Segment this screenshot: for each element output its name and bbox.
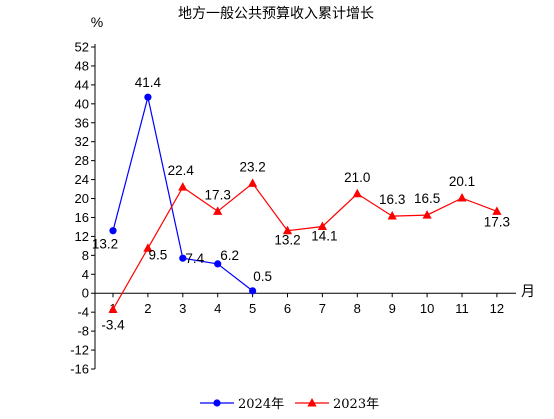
series-2024 [109,93,257,295]
x-axis-unit: 月 [521,283,535,299]
data-point-triangle [492,206,502,215]
data-label: -3.4 [101,317,125,332]
data-label: 22.4 [168,163,195,178]
data-point-circle [179,254,187,262]
y-tick-label: 0 [82,286,89,301]
legend-marker-triangle [307,398,317,407]
y-tick-label: 12 [75,229,89,244]
data-label: 41.4 [135,75,162,90]
legend: 2024年 2023年 [200,397,379,412]
axes: 5248444036322824201612840-4-8-12-1612345… [70,40,516,377]
x-tick-label: 5 [249,301,256,316]
legend-label: 2024年 [238,397,284,412]
y-tick-label: 36 [75,115,89,130]
data-label: 14.1 [311,229,337,244]
x-tick-label: 3 [179,301,186,316]
y-tick-label: 20 [75,191,89,206]
data-label: 7.4 [185,251,204,266]
data-point-triangle [108,304,118,313]
y-tick-label: 28 [75,153,89,168]
data-point-triangle [422,210,432,219]
data-point-circle [144,93,152,101]
chart-title: 地方一般公共预算收入累计增长 [178,6,374,22]
data-label: 21.0 [344,170,370,185]
x-tick-label: 7 [319,301,326,316]
y-tick-label: 44 [75,77,89,92]
y-tick-label: 52 [75,40,89,55]
legend-marker-circle [213,399,221,407]
data-label: 9.5 [149,247,168,262]
x-tick-label: 4 [214,301,221,316]
y-tick-label: 24 [75,172,89,187]
data-point-triangle [213,206,223,215]
series-2023 [108,178,502,313]
data-point-triangle [143,243,153,252]
data-label: 16.5 [414,191,440,206]
y-axis-unit: % [91,14,103,30]
y-tick-label: 40 [75,96,89,111]
x-tick-label: 9 [389,301,396,316]
data-label: 23.2 [239,159,265,174]
y-tick-label: 32 [75,134,89,149]
series-line [112,182,498,310]
y-tick-label: 4 [82,267,89,282]
x-tick-label: 12 [490,301,504,316]
data-point-circle [109,227,117,235]
x-tick-label: 2 [144,301,151,316]
data-label: 6.2 [220,248,239,263]
legend-item: 2023年 [295,397,379,412]
data-point-circle [249,287,257,295]
y-tick-label: -4 [77,305,89,320]
x-tick-label: 6 [284,301,291,316]
data-point-circle [214,260,222,268]
y-tick-label: -12 [70,343,89,358]
y-tick-label: -8 [77,324,89,339]
data-point-triangle [457,193,467,202]
y-tick-label: 8 [82,248,89,263]
data-point-triangle [352,188,362,198]
data-point-triangle [317,221,327,230]
data-label: 13.2 [92,237,118,252]
y-tick-label: 48 [75,58,89,73]
x-tick-label: 11 [455,301,469,316]
y-tick-label: 16 [75,210,89,225]
data-label: 20.1 [449,174,475,189]
x-tick-label: 10 [420,301,434,316]
data-point-triangle [387,211,397,220]
data-labels: 13.2 41.4 7.4 6.2 0.5 -3.4 9.5 22.4 17.3 23.2 13.2… [92,75,510,332]
legend-label: 2023年 [333,397,379,412]
y-tick-label: -16 [70,362,89,377]
data-label: 17.3 [205,187,231,202]
data-label: 13.2 [274,233,300,248]
data-label: 17.3 [484,214,510,229]
legend-item: 2024年 [200,397,284,412]
data-point-triangle [282,225,293,235]
data-point-triangle [248,178,258,187]
x-tick-label: 8 [354,301,361,316]
series-layer [108,93,502,313]
data-label: 16.3 [379,192,405,207]
data-label: 0.5 [253,269,272,284]
data-point-triangle [178,182,188,191]
